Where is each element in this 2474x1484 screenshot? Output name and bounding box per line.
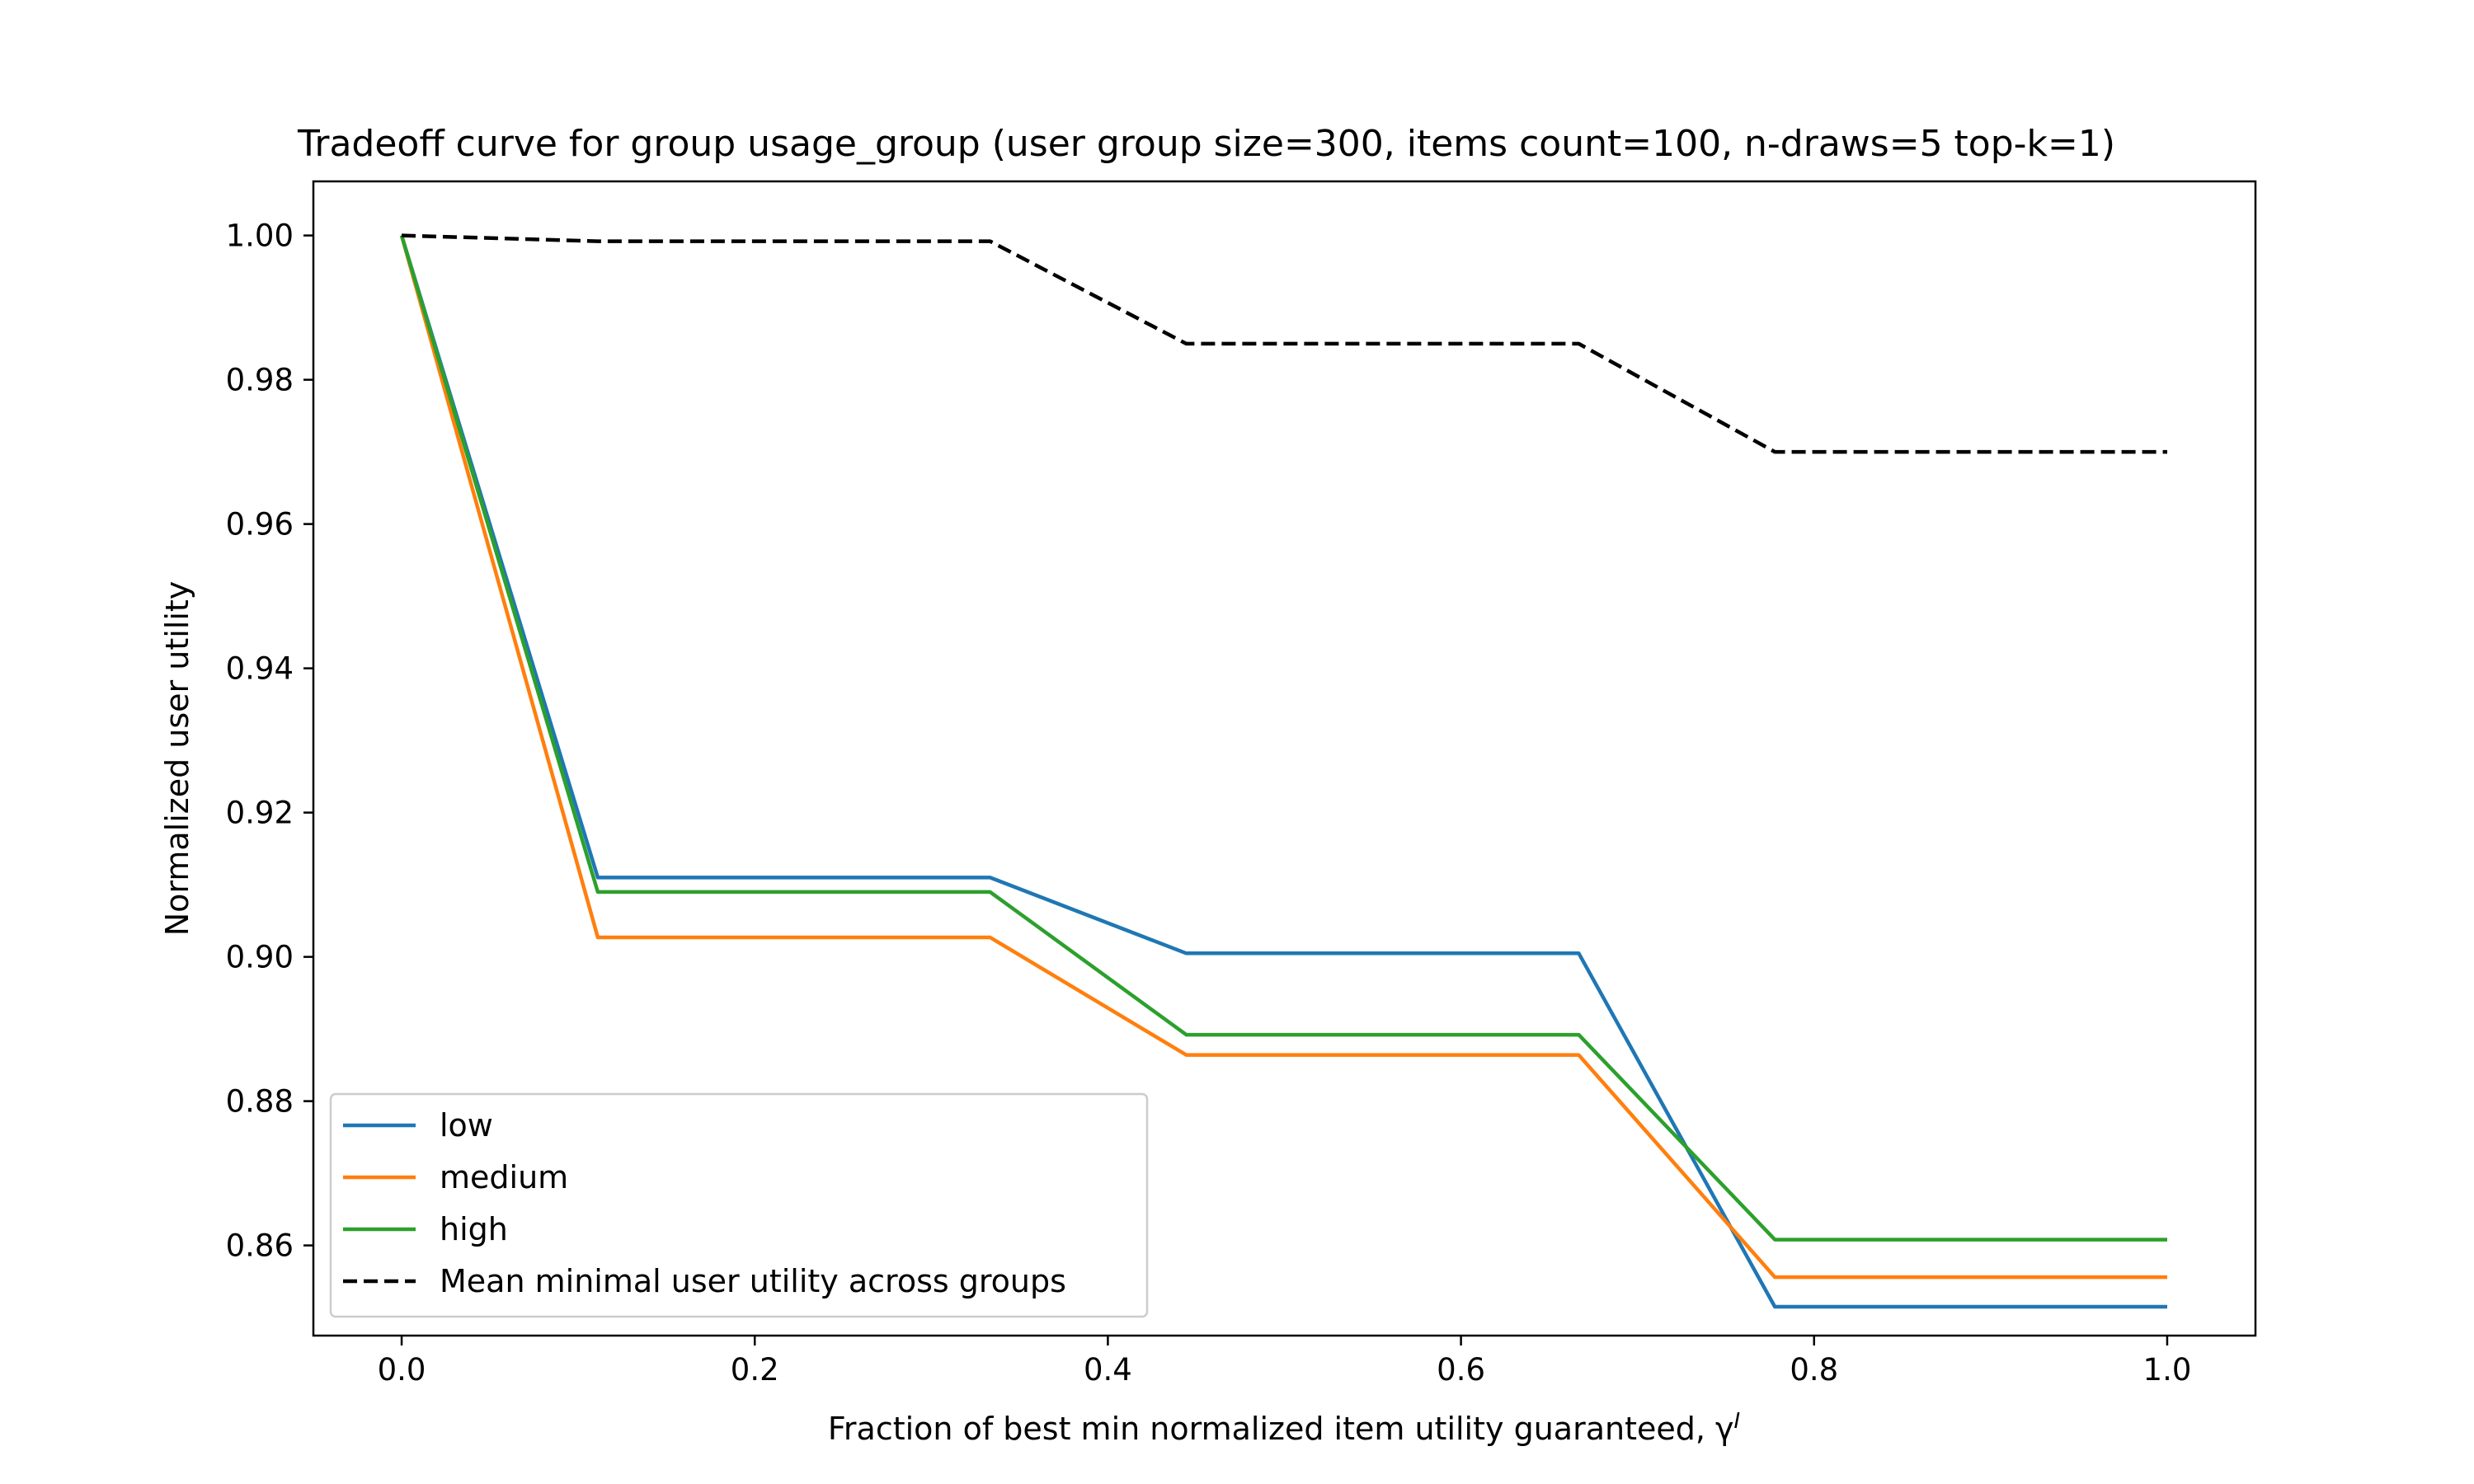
x-tick-label: 1.0 bbox=[2143, 1352, 2192, 1388]
series-line-mean-minimal-user-utility-across-groups bbox=[401, 233, 2167, 454]
plot-lines bbox=[399, 233, 2167, 1309]
y-tick-label: 0.90 bbox=[226, 940, 294, 975]
series-line-low bbox=[399, 234, 2167, 1309]
legend-label: Mean minimal user utility across groups bbox=[440, 1263, 1066, 1299]
y-ticks: 0.86 0.88 0.90 0.92 0.94 0.96 0.98 1.00 bbox=[226, 218, 313, 1264]
series-line-high bbox=[399, 234, 2167, 1242]
y-axis-label: Normalized user utility bbox=[159, 581, 195, 937]
x-tick-label: 0.0 bbox=[378, 1352, 426, 1388]
x-tick-label: 0.8 bbox=[1790, 1352, 1838, 1388]
series-line-medium bbox=[399, 234, 2167, 1280]
y-tick-label: 0.92 bbox=[226, 796, 294, 831]
legend-label: high bbox=[440, 1211, 508, 1247]
x-axis-label: Fraction of best min normalized item uti… bbox=[828, 1409, 1740, 1447]
x-tick-label: 0.2 bbox=[731, 1352, 779, 1388]
y-tick-label: 0.86 bbox=[226, 1228, 294, 1264]
legend-frame bbox=[329, 1092, 1149, 1318]
y-tick-label: 1.00 bbox=[226, 218, 294, 254]
x-tick-label: 0.4 bbox=[1084, 1352, 1132, 1388]
x-ticks: 0.0 0.2 0.4 0.6 0.8 1.0 bbox=[378, 1336, 2192, 1388]
y-tick-label: 0.88 bbox=[226, 1084, 294, 1120]
y-tick-label: 0.98 bbox=[226, 363, 294, 398]
legend-label: medium bbox=[440, 1159, 568, 1195]
legend-label: low bbox=[440, 1107, 493, 1144]
legend: low medium high Mean minimal user utility a… bbox=[329, 1092, 1149, 1318]
plot-frame bbox=[312, 180, 2257, 1337]
y-tick-label: 0.96 bbox=[226, 507, 294, 542]
x-tick-label: 0.6 bbox=[1437, 1352, 1485, 1388]
x-axis-label-superscript: I bbox=[1734, 1409, 1741, 1434]
chart-title: Tradeoff curve for group usage_group (us… bbox=[297, 123, 2115, 165]
y-tick-label: 0.94 bbox=[226, 651, 294, 687]
x-axis-label-text: Fraction of best min normalized item uti… bbox=[828, 1411, 1734, 1447]
